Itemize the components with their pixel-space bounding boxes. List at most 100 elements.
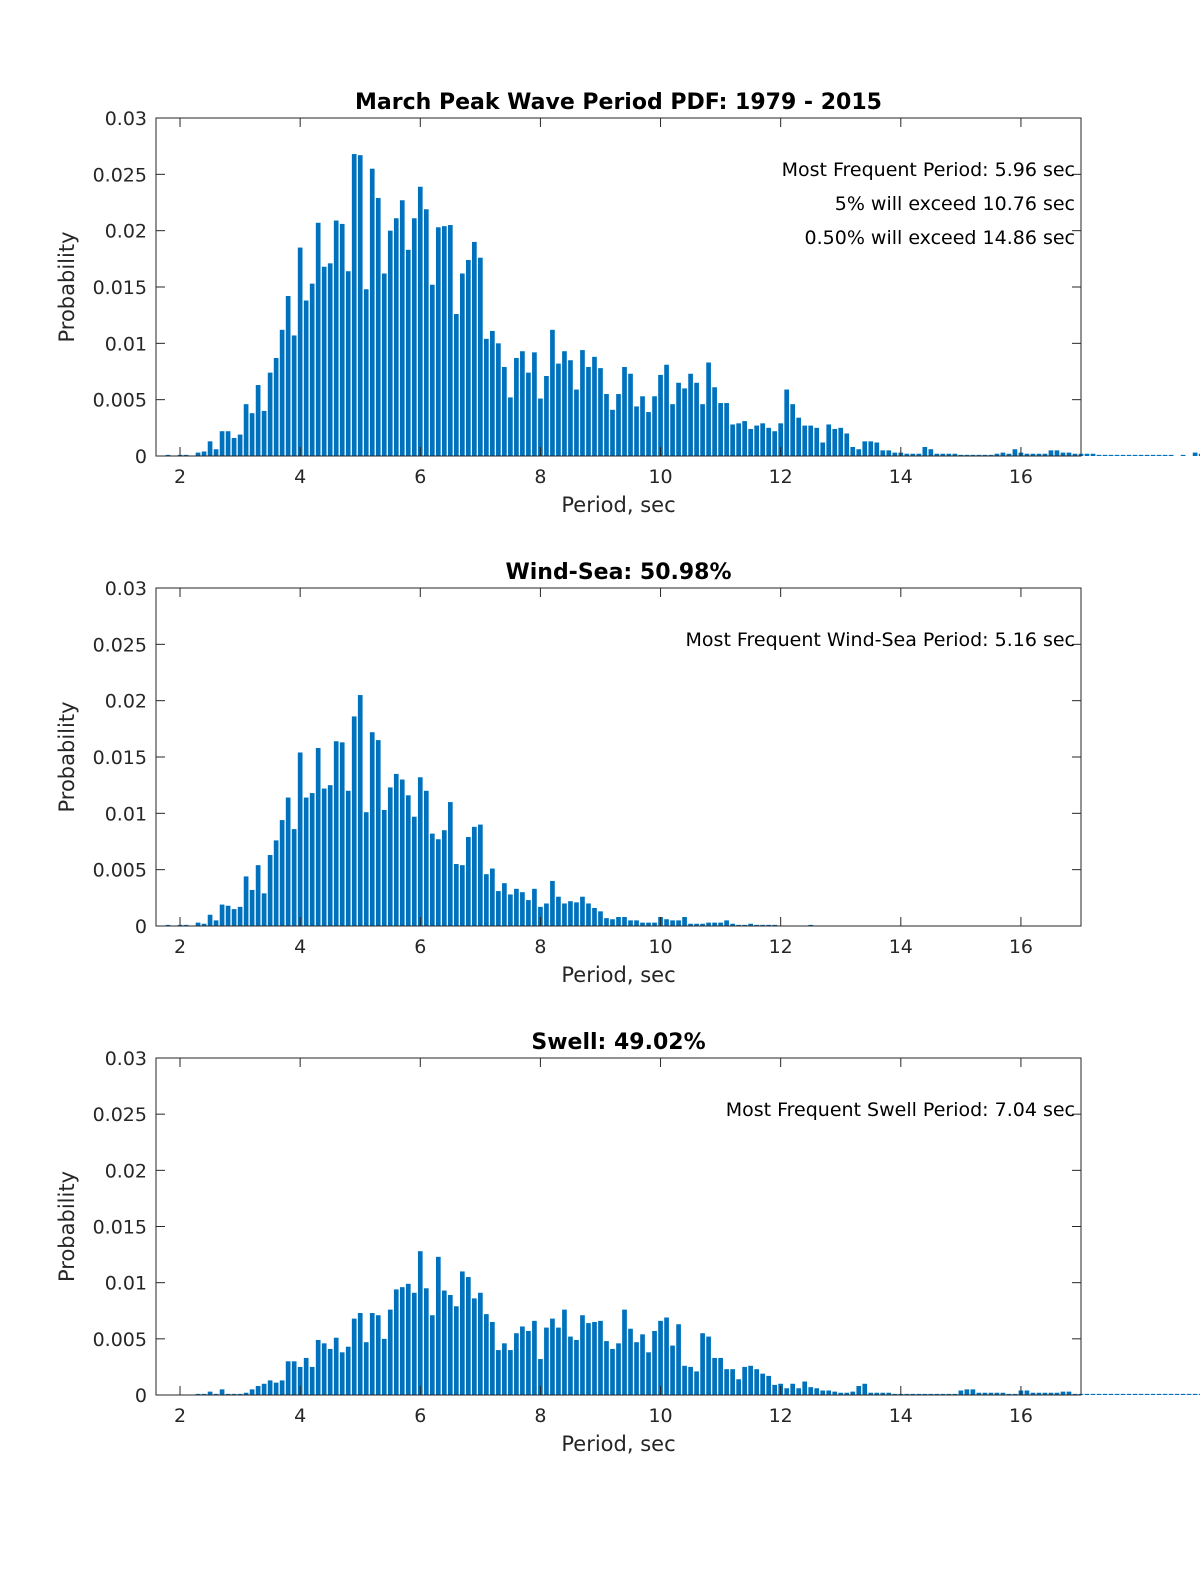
bar	[219, 904, 225, 926]
bar	[646, 922, 651, 926]
bar	[856, 1386, 862, 1395]
bar	[1012, 1393, 1018, 1395]
bar	[646, 412, 651, 456]
bar	[526, 1330, 531, 1395]
bar	[1174, 1393, 1180, 1395]
x-tick-label: 14	[889, 466, 913, 488]
bar	[1060, 1391, 1066, 1395]
y-tick-label: 0.015	[93, 277, 147, 299]
bar	[700, 1333, 705, 1395]
x-tick-label: 14	[889, 936, 913, 958]
bar	[694, 1371, 699, 1395]
bar	[309, 793, 315, 926]
bar	[339, 742, 345, 926]
bar	[363, 1342, 369, 1395]
y-tick-label: 0.025	[93, 1104, 147, 1126]
y-tick-label: 0.03	[105, 1048, 147, 1070]
bar	[994, 1392, 1000, 1395]
bar	[892, 1393, 898, 1395]
bar	[255, 385, 261, 456]
bar	[309, 1366, 315, 1395]
bar	[183, 454, 189, 456]
bar	[988, 1392, 994, 1395]
bar	[886, 450, 892, 456]
bar	[243, 1392, 249, 1395]
x-tick-label: 12	[769, 466, 793, 488]
bar	[1000, 1392, 1006, 1395]
bar	[231, 437, 237, 456]
bar	[1150, 454, 1156, 456]
bar	[496, 1350, 501, 1395]
bar	[964, 454, 970, 456]
bar	[1054, 1392, 1060, 1395]
bar	[1180, 1393, 1186, 1395]
bar	[472, 241, 477, 456]
annotation: 0.50% will exceed 14.86 sec	[805, 227, 1075, 249]
bar	[574, 902, 579, 926]
bar	[1072, 453, 1078, 456]
bar	[243, 404, 249, 456]
bar	[712, 922, 717, 926]
x-tick-label: 2	[174, 936, 186, 958]
bar	[405, 1283, 411, 1395]
bar	[760, 924, 765, 926]
bar	[748, 923, 753, 926]
bar	[922, 1393, 928, 1395]
bar	[1030, 453, 1036, 456]
bar	[363, 812, 369, 926]
bar	[682, 388, 687, 456]
bar	[291, 829, 297, 926]
bar	[820, 442, 826, 456]
bar	[628, 373, 633, 456]
x-tick-label: 8	[534, 466, 546, 488]
bar	[297, 752, 303, 926]
bar	[586, 903, 591, 926]
bar	[520, 1326, 525, 1395]
bar	[1126, 1393, 1132, 1395]
bar	[1108, 454, 1114, 456]
bar	[730, 424, 735, 456]
bar	[1036, 453, 1042, 456]
x-tick-label: 10	[648, 466, 672, 488]
chart-panel-2: 2 4 6 8 10 12 14 16 0 0.005 0.01 0.015 0.02 0.025 0.03…	[55, 560, 1082, 987]
bar	[844, 433, 850, 456]
bar	[1096, 1393, 1102, 1395]
bar	[970, 454, 976, 456]
bar	[682, 916, 687, 926]
bar	[982, 454, 988, 456]
bar	[357, 695, 363, 926]
x-tick-label: 6	[414, 466, 426, 488]
bar	[405, 795, 411, 926]
bar	[478, 1292, 483, 1395]
x-tick-label: 12	[769, 936, 793, 958]
bar	[502, 1343, 507, 1395]
bar	[478, 824, 483, 926]
bar	[387, 787, 393, 926]
bar	[688, 923, 693, 926]
bar	[1090, 453, 1096, 456]
bar	[664, 1317, 669, 1395]
bar	[892, 452, 898, 456]
bar	[658, 374, 663, 456]
bar	[417, 186, 423, 457]
y-tick-label: 0	[135, 916, 147, 938]
bar	[237, 1393, 243, 1395]
bar	[1168, 1393, 1174, 1395]
bar	[213, 449, 219, 456]
bar	[604, 918, 609, 926]
bar	[604, 394, 609, 456]
bar	[351, 716, 357, 926]
bar	[213, 920, 219, 926]
y-axis-label: Probability	[55, 231, 79, 342]
bar	[826, 1390, 832, 1395]
bar	[856, 449, 862, 456]
bar	[267, 1380, 273, 1395]
bar	[778, 423, 784, 456]
bar	[766, 427, 772, 456]
bar	[664, 919, 669, 926]
bar	[399, 1287, 405, 1395]
bar	[628, 1328, 633, 1395]
bar	[964, 1389, 970, 1395]
bar	[832, 1391, 838, 1395]
bar	[532, 888, 537, 926]
